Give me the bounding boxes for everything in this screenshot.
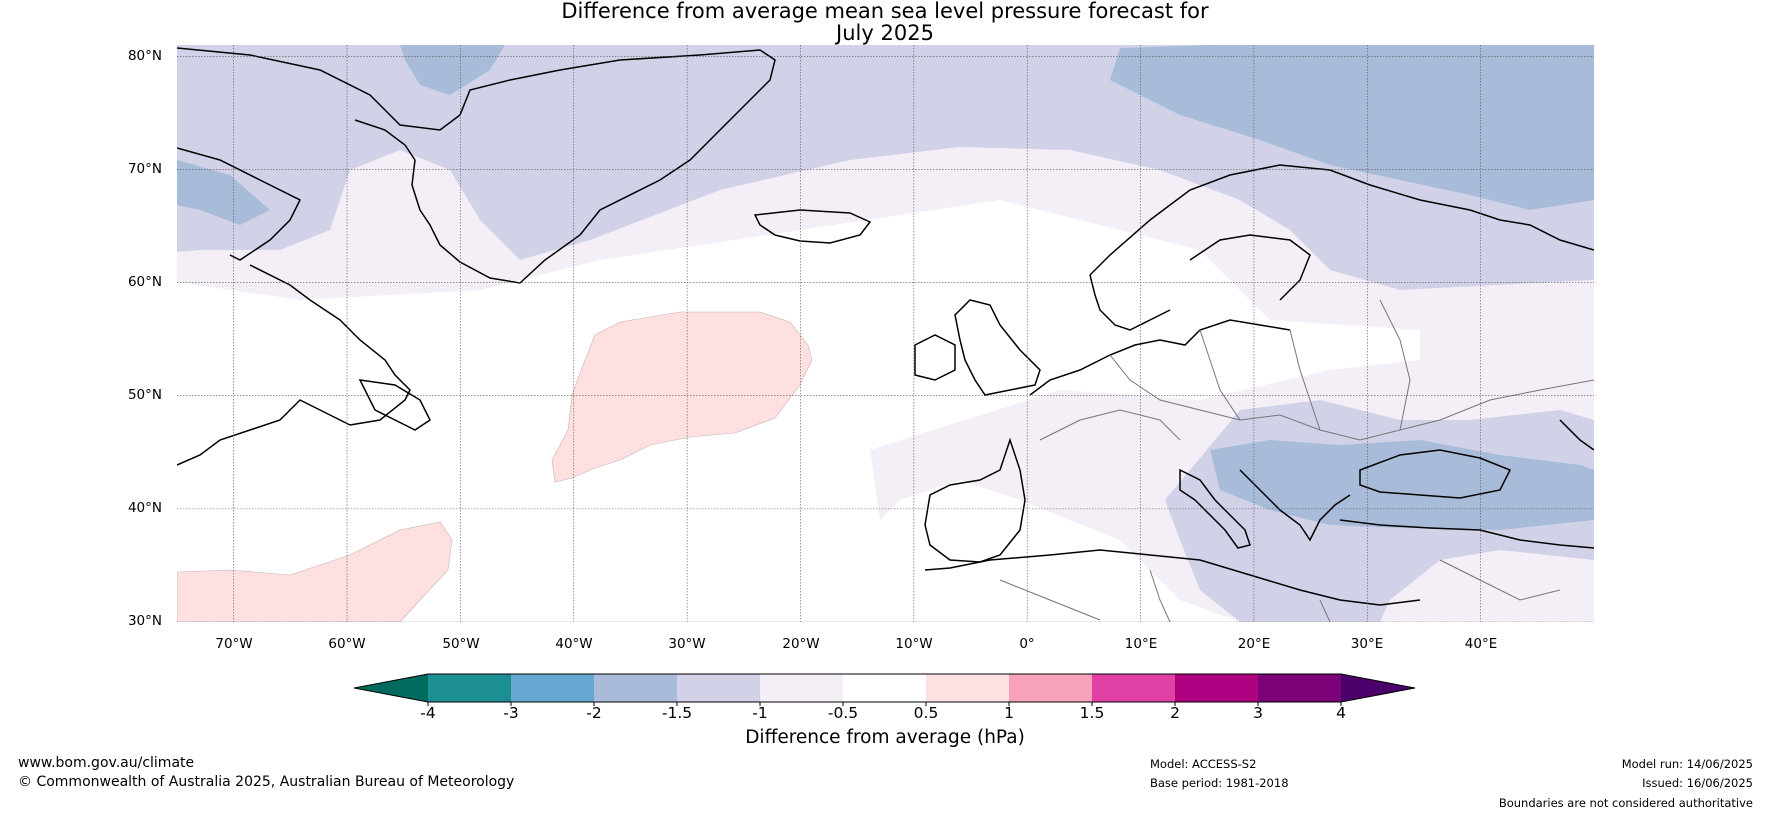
colorbar-bin	[843, 674, 926, 702]
copyright-text: © Commonwealth of Australia 2025, Austra…	[18, 774, 515, 790]
newfoundland-coast	[358, 379, 431, 431]
ireland-coast	[914, 334, 956, 381]
lon-label: 60°W	[328, 636, 366, 652]
website-link[interactable]: www.bom.gov.au/climate	[18, 755, 195, 771]
lat-label: 40°N	[127, 500, 162, 516]
western-europe-coast	[1029, 319, 1291, 396]
colorbar-tick: -3	[503, 704, 519, 722]
black-sea-coast	[1359, 449, 1512, 499]
iceland-coast	[753, 209, 872, 244]
model-run-date: Model run: 14/06/2025	[1621, 757, 1753, 771]
lat-label: 70°N	[127, 161, 162, 177]
chart-title-line-2: July 2025	[836, 21, 934, 45]
colorbar-bin	[428, 674, 511, 702]
colorbar-tick: 4	[1336, 704, 1346, 722]
colorbar-tick: -1.5	[661, 704, 693, 722]
lon-label: 0°	[1019, 636, 1035, 652]
north-africa-coast	[924, 549, 1421, 606]
norway-west-coast	[1089, 274, 1171, 331]
colorbar-tick: 1	[1004, 704, 1014, 722]
model-name: Model: ACCESS-S2	[1150, 757, 1257, 771]
lat-label: 80°N	[127, 48, 162, 64]
lat-label: 60°N	[127, 274, 162, 290]
canadian-arctic-coast	[177, 147, 302, 261]
colorbar-tick: -2	[586, 704, 602, 722]
graticule	[177, 45, 1594, 622]
lon-label: 40°W	[555, 636, 593, 652]
colorbar-bin	[511, 674, 594, 702]
colorbar-over-extension	[1341, 674, 1415, 702]
italy-coast	[1179, 468, 1251, 549]
anomaly-patch-subtropical-plus-0.5	[177, 521, 453, 622]
colorbar-bin	[926, 674, 1009, 702]
anatolia-coast	[1339, 519, 1594, 549]
boundaries-disclaimer: Boundaries are not considered authoritat…	[1498, 796, 1753, 810]
colorbar-bin	[760, 674, 843, 702]
colorbar-tick: 3	[1253, 704, 1263, 722]
colorbar-bin	[594, 674, 677, 702]
colorbar-tick: 0.5	[913, 704, 939, 722]
anomaly-patch-atlantic-plus-0.5	[551, 311, 813, 483]
base-period: Base period: 1981-2018	[1150, 776, 1289, 790]
bothnia-coast	[1189, 234, 1311, 301]
lon-label: 70°W	[215, 636, 253, 652]
lat-label: 50°N	[127, 387, 162, 403]
lat-label: 30°N	[127, 613, 162, 629]
lon-label: 30°W	[668, 636, 706, 652]
colorbar-tick: 2	[1170, 704, 1180, 722]
anomaly-patch-blacksea-minus-2	[1210, 440, 1594, 530]
greenland-coast	[177, 47, 776, 284]
scandinavia-coast	[1089, 164, 1594, 276]
lon-label: 10°E	[1124, 636, 1158, 652]
britain-coast	[954, 299, 1041, 396]
chart-title-line-1: Difference from average mean sea level p…	[561, 0, 1209, 23]
issued-date: Issued: 16/06/2025	[1642, 776, 1753, 790]
labrador-coast	[177, 264, 411, 466]
colorbar-label: Difference from average (hPa)	[745, 727, 1025, 748]
iberia-coast	[924, 437, 1026, 563]
colorbar-tick: -1	[752, 704, 768, 722]
caspian-coast	[1559, 419, 1594, 451]
lon-label: 20°W	[782, 636, 820, 652]
colorbar-bin	[1258, 674, 1341, 702]
colorbar-bin	[1009, 674, 1092, 702]
lon-label: 10°W	[895, 636, 933, 652]
colorbar-tick: -4	[420, 704, 436, 722]
colorbar-tick: 1.5	[1079, 704, 1105, 722]
colorbar-under-extension	[354, 674, 428, 702]
colorbar-bin	[677, 674, 760, 702]
anomaly-patch-greenland-minus-2	[400, 45, 505, 95]
balkans-greece-coast	[1239, 469, 1351, 542]
lon-label: 20°E	[1237, 636, 1271, 652]
lon-label: 30°E	[1350, 636, 1384, 652]
colorbar-tick: -0.5	[827, 704, 859, 722]
anomaly-patch-baffin-minus-2	[177, 160, 270, 225]
colorbar-bin	[1092, 674, 1175, 702]
lon-label: 50°W	[442, 636, 480, 652]
borders	[999, 299, 1594, 622]
anomaly-patch-arctic-minus-2	[1110, 45, 1594, 210]
lon-label: 40°E	[1464, 636, 1498, 652]
colorbar-bin	[1175, 674, 1258, 702]
coastlines	[177, 47, 1594, 606]
